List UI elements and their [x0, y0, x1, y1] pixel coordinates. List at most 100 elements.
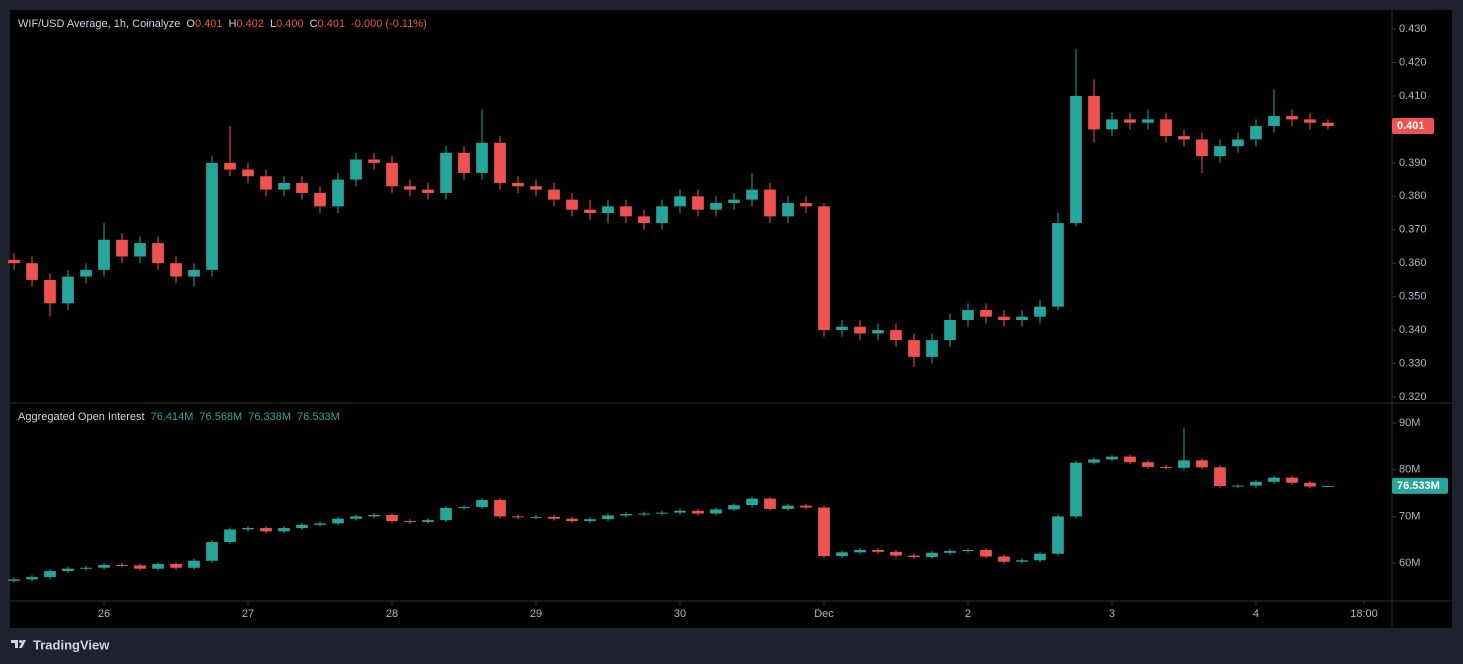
candle-body [1142, 462, 1154, 467]
candle-body [368, 514, 380, 517]
candle-body [26, 263, 38, 280]
candle-body [1214, 146, 1226, 157]
candle-body [620, 206, 632, 217]
candle-body [818, 507, 830, 557]
candle-body [746, 189, 758, 200]
candle-body [350, 159, 362, 180]
legend-value: 76.568M [199, 411, 242, 423]
candle-body [1286, 477, 1298, 483]
candle-body [602, 206, 614, 214]
y-tick-label: 90M [1399, 417, 1420, 429]
y-tick-label: 0.420 [1399, 56, 1427, 68]
candle-body [674, 196, 686, 207]
candle-body [728, 505, 740, 510]
candle-body [440, 507, 452, 521]
candle-body [854, 550, 866, 553]
candle-body [800, 505, 812, 508]
candle-body [8, 259, 20, 264]
candle-body [692, 510, 704, 514]
candle-body [1304, 119, 1316, 123]
y-tick-label: 0.390 [1399, 157, 1427, 169]
logo-icon[interactable] [11, 640, 26, 648]
candle-body [188, 269, 200, 277]
x-tick-label: 2 [965, 608, 971, 620]
candle-body [242, 528, 254, 530]
legend-key: L [270, 18, 276, 30]
candle-body [62, 568, 74, 572]
candle-body [1196, 460, 1208, 468]
candle-body [548, 516, 560, 519]
legend-title: WIF/USD Average, 1h, Coinalyze [18, 18, 180, 30]
candle-body [44, 571, 56, 578]
candle-body [116, 239, 128, 257]
candle-body [764, 498, 776, 509]
candle-body [170, 564, 182, 568]
candle-body [512, 182, 524, 187]
x-tick-label: Dec [814, 608, 834, 620]
logo-dot [19, 640, 22, 643]
legend-key: C [310, 18, 318, 30]
legend-value: 76.533M [297, 411, 340, 423]
candle-body [386, 162, 398, 187]
legend-value: 76.414M [151, 411, 194, 423]
candle-body [404, 521, 416, 523]
candle-body [746, 498, 758, 506]
candle-body [1268, 116, 1280, 127]
legend-key: H [229, 18, 237, 30]
candle-body [422, 520, 434, 522]
candle-body [314, 192, 326, 207]
legend-key: O [186, 18, 195, 30]
legend-value: 76.338M [248, 411, 291, 423]
candle-body [1070, 462, 1082, 517]
y-tick-label: 0.410 [1399, 90, 1427, 102]
candle-body [944, 550, 956, 553]
last-value-badge [1392, 118, 1434, 135]
candle-body [836, 552, 848, 557]
candle-body [386, 514, 398, 522]
candle-body [674, 510, 686, 513]
candle-body [512, 516, 524, 518]
brand-logo[interactable]: TradingView [11, 637, 110, 652]
candle-body [926, 552, 938, 558]
candle-body [170, 263, 182, 277]
candle-body [1052, 516, 1064, 554]
candle-body [872, 550, 884, 552]
candle-body [620, 514, 632, 516]
candle-body [836, 326, 848, 331]
candle-body [566, 518, 578, 522]
candle-body [1178, 136, 1190, 140]
x-tick-label: 29 [530, 608, 542, 620]
candle-body [476, 500, 488, 508]
candle-body [944, 320, 956, 341]
candle-body [116, 564, 128, 566]
candle-body [224, 162, 236, 170]
candle-body [206, 162, 218, 270]
brand-name[interactable]: TradingView [33, 637, 110, 652]
candle-body [98, 239, 110, 270]
candle-body [494, 500, 506, 517]
candle-body [242, 169, 254, 177]
candle-body [1124, 456, 1136, 463]
candle-body [98, 564, 110, 568]
candle-body [584, 209, 596, 214]
x-tick-label: 27 [242, 608, 254, 620]
candle-body [296, 524, 308, 529]
candle-body [908, 555, 920, 558]
candle-body [458, 152, 470, 173]
legend-value: 0.402 [236, 18, 264, 30]
candle-body [890, 330, 902, 341]
candle-body [998, 556, 1010, 562]
candle-body [134, 565, 146, 569]
candle-body [548, 189, 560, 200]
candle-body [1088, 459, 1100, 463]
candle-body [260, 528, 272, 532]
candle-body [1160, 119, 1172, 137]
x-tick-label: 3 [1109, 608, 1115, 620]
y-tick-label: 0.330 [1399, 357, 1427, 369]
candle-body [1016, 560, 1028, 562]
candle-body [656, 206, 668, 224]
candle-body [224, 529, 236, 543]
x-tick-label: 18:00 [1350, 608, 1378, 620]
